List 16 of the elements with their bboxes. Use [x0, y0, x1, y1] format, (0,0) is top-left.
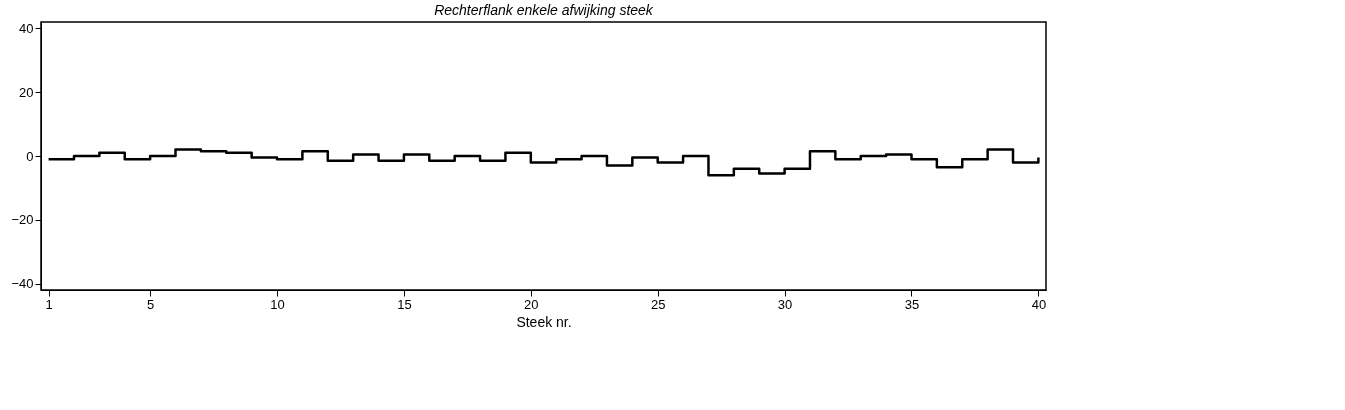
x-tick-label: 40 [1031, 296, 1047, 312]
x-tick-label: 5 [147, 296, 155, 312]
y-tick-label: 40 [19, 20, 34, 36]
x-tick-label: 1 [45, 296, 53, 312]
y-tick-label: 20 [19, 84, 34, 100]
x-axis-title: Steek nr. [516, 313, 572, 330]
x-tick-label: 35 [904, 296, 920, 312]
x-tick-label: 10 [270, 296, 285, 312]
x-tick-label: 30 [777, 296, 793, 312]
x-tick-label: 15 [397, 296, 412, 312]
chart-title: Rechterflank enkele afwijking steek [434, 2, 654, 18]
x-tick-label: 25 [650, 296, 666, 312]
y-tick-label: −20 [11, 212, 34, 228]
y-tick-label: 0 [26, 148, 34, 164]
y-tick-label: −40 [11, 276, 34, 292]
x-tick-label: 20 [524, 296, 539, 312]
